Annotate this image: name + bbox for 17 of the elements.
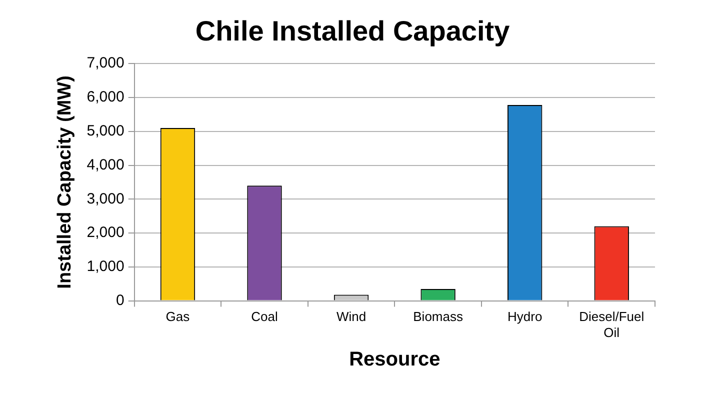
- y-tick-label: 7,000: [86, 54, 124, 72]
- y-tick-label: 2,000: [86, 224, 124, 242]
- x-tick-label: Coal: [251, 309, 278, 324]
- x-tick-label: Diesel/Fuel Oil: [579, 309, 644, 340]
- y-tick-label: 0: [116, 292, 124, 309]
- x-tick-label: Biomass: [413, 309, 464, 324]
- x-axis-title: Resource: [349, 348, 440, 371]
- chart-title: Chile Installed Capacity: [195, 16, 510, 47]
- x-tick-label: Hydro: [507, 309, 542, 324]
- y-tick-label: 5,000: [86, 122, 124, 140]
- x-tick-label: Gas: [166, 309, 190, 324]
- y-axis-title: Installed Capacity (MW): [54, 76, 76, 289]
- x-tick-label: Wind: [336, 309, 366, 324]
- y-tick-label: 4,000: [86, 156, 124, 174]
- y-tick-label: 3,000: [86, 190, 124, 208]
- y-tick-label: 6,000: [86, 88, 124, 106]
- y-tick-label: 1,000: [86, 258, 124, 276]
